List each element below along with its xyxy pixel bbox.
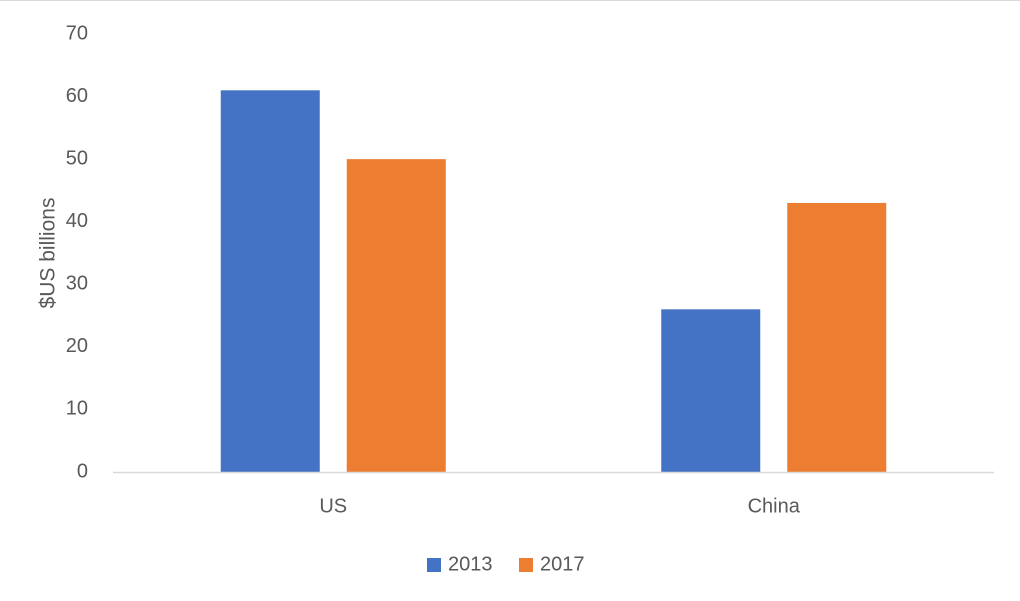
y-tick-label: 70 [66,22,88,44]
bar-2013-us [220,90,320,473]
y-tick-label: 40 [66,210,88,232]
y-axis-title-group: $US billions [37,198,60,309]
legend-swatch-2013 [427,558,441,572]
y-tick-label: 60 [66,85,88,107]
y-axis-title: $US billions [37,198,60,309]
y-axis-ticks: 0 10 20 30 40 50 60 70 [66,22,88,482]
y-tick-label: 10 [66,398,88,420]
x-tick-label: US [319,495,347,517]
y-tick-label: 20 [66,335,88,357]
legend: 2013 2017 [427,553,585,575]
x-tick-label: China [748,495,801,517]
bar-2013-china [661,309,761,472]
bar-2017-us [346,159,446,472]
y-tick-label: 0 [77,460,88,482]
legend-label: 2017 [540,553,585,575]
bars [220,90,887,473]
legend-label: 2013 [448,553,493,575]
y-tick-label: 30 [66,273,88,295]
x-axis-ticks: US China [319,495,800,517]
y-tick-label: 50 [66,147,88,169]
bar-2017-china [787,202,887,472]
legend-swatch-2017 [519,558,533,572]
